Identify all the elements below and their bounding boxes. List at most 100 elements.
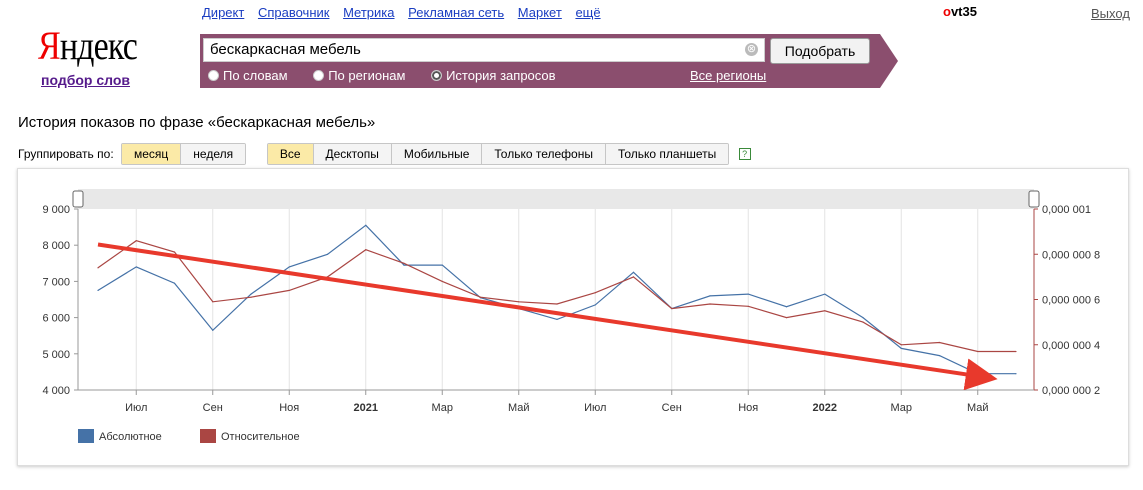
data-point	[288, 289, 290, 292]
x-tick-label: Май	[967, 402, 989, 414]
data-point	[403, 262, 405, 264]
radio-label: История запросов	[446, 68, 556, 83]
nav-link-ad-network[interactable]: Рекламная сеть	[408, 5, 505, 20]
data-point	[212, 329, 214, 331]
data-point	[173, 251, 176, 253]
legend-swatch	[200, 429, 216, 443]
nav-link-metrika[interactable]: Метрика	[343, 5, 395, 20]
data-point	[250, 293, 252, 295]
data-point	[97, 267, 99, 269]
data-point	[1015, 350, 1017, 353]
device-tablets-button[interactable]: Только планшеты	[605, 144, 729, 164]
data-point	[747, 293, 749, 295]
device-phones-button[interactable]: Только телефоны	[482, 144, 606, 164]
radio-dot-icon	[313, 70, 325, 81]
radio-label: По словам	[223, 68, 288, 83]
page-title: История показов по фразе «бескаркасная м…	[18, 114, 376, 131]
username-rest: vt35	[950, 4, 977, 19]
data-point	[441, 280, 443, 282]
x-tick-label: Ноя	[738, 402, 758, 414]
series-line-relative	[97, 240, 1016, 353]
help-icon[interactable]: ?	[738, 148, 751, 160]
data-point	[365, 224, 367, 226]
data-point	[326, 253, 329, 255]
yandex-logo[interactable]: Яндекс	[38, 22, 138, 69]
data-point	[900, 347, 902, 349]
device-desktop-button[interactable]: Десктопы	[313, 144, 392, 164]
username[interactable]: ovt35	[943, 4, 977, 19]
data-point	[1015, 373, 1017, 375]
legend-swatch	[78, 429, 94, 443]
radio-history[interactable]: История запросов	[431, 68, 556, 83]
group-by-switch: месяц неделя	[121, 143, 247, 165]
radio-by-regions[interactable]: По регионам	[313, 68, 405, 83]
chart-panel: Июл Сен Ноя 2021 Мар Май Июл Сен Ноя 2022 Мар Май 4 …	[17, 168, 1129, 466]
data-point	[632, 276, 635, 278]
radio-by-words[interactable]: По словам	[208, 68, 288, 83]
y-right-tick-label: 0,000 000 2	[1042, 385, 1100, 397]
data-point	[288, 266, 290, 268]
data-point	[709, 303, 711, 305]
data-point	[785, 317, 788, 319]
clear-icon[interactable]: ⊗	[745, 43, 758, 56]
group-by-month-button[interactable]: месяц	[122, 144, 182, 164]
navigator-handle-right	[1028, 190, 1040, 208]
data-point	[938, 355, 941, 357]
data-point	[824, 310, 826, 312]
logo-first-letter: Я	[38, 23, 61, 68]
y-right-tick-label: 0,000 000 6	[1042, 295, 1100, 307]
search-input-value: бескаркасная мебель	[210, 41, 361, 58]
y-left-tick-label: 4 000	[42, 385, 70, 397]
device-mobile-button[interactable]: Мобильные	[391, 144, 483, 164]
data-point	[441, 264, 443, 266]
data-point	[747, 305, 749, 307]
regions-link[interactable]: Все регионы	[690, 68, 767, 83]
data-point	[900, 344, 902, 346]
search-bar: бескаркасная мебель ⊗ Подобрать По слова…	[200, 34, 898, 88]
navigator-bar	[78, 189, 1034, 209]
y-right-tick-label: 0,000 001	[1042, 204, 1091, 216]
data-point	[518, 301, 520, 303]
nav-link-more[interactable]: ещё	[575, 5, 601, 20]
nav-link-help[interactable]: Справочник	[257, 5, 330, 20]
data-point	[556, 318, 558, 321]
search-input[interactable]: бескаркасная мебель ⊗	[203, 38, 765, 62]
x-tick-label: Сен	[203, 402, 223, 414]
nav-link-direct[interactable]: Директ	[202, 5, 245, 20]
radio-dot-selected-icon	[431, 70, 443, 81]
data-point	[594, 304, 596, 306]
data-point	[135, 266, 137, 268]
device-all-button[interactable]: Все	[267, 144, 314, 164]
legend-label: Абсолютное	[99, 431, 162, 443]
x-tick-label: Ноя	[279, 402, 299, 414]
wordstat-link[interactable]: подбор слов	[41, 72, 131, 88]
y-left-tick-label: 8 000	[42, 240, 70, 252]
data-point	[212, 301, 214, 303]
y-left-tick-label: 6 000	[42, 313, 70, 325]
y-right-tick-label: 0,000 000 4	[1042, 340, 1100, 352]
group-by-week-button[interactable]: неделя	[181, 144, 246, 164]
group-by-label: Группировать по:	[18, 147, 114, 161]
radio-label: По регионам	[328, 68, 406, 83]
radio-dot-icon	[208, 70, 219, 81]
data-point	[97, 289, 99, 292]
x-tick-label: Мар	[431, 402, 453, 414]
legend-label: Относительное	[221, 431, 300, 443]
data-point	[135, 240, 137, 242]
data-point	[365, 249, 367, 251]
data-point	[785, 306, 788, 308]
data-point	[938, 341, 941, 344]
data-point	[862, 317, 864, 319]
nav-link-market[interactable]: Маркет	[517, 5, 562, 20]
data-point	[556, 303, 558, 305]
y-left-tick-label: 9 000	[42, 204, 70, 216]
x-tick-label: 2022	[813, 402, 837, 414]
top-nav: Директ Справочник Метрика Рекламная сеть…	[202, 5, 611, 20]
data-point	[977, 350, 979, 353]
y-right-tick-label: 0,000 000 8	[1042, 249, 1100, 261]
x-tick-label: Мар	[890, 402, 912, 414]
data-point	[862, 321, 864, 323]
search-button[interactable]: Подобрать	[770, 38, 870, 64]
data-point	[824, 293, 826, 295]
logout-link[interactable]: Выход	[1091, 6, 1130, 21]
